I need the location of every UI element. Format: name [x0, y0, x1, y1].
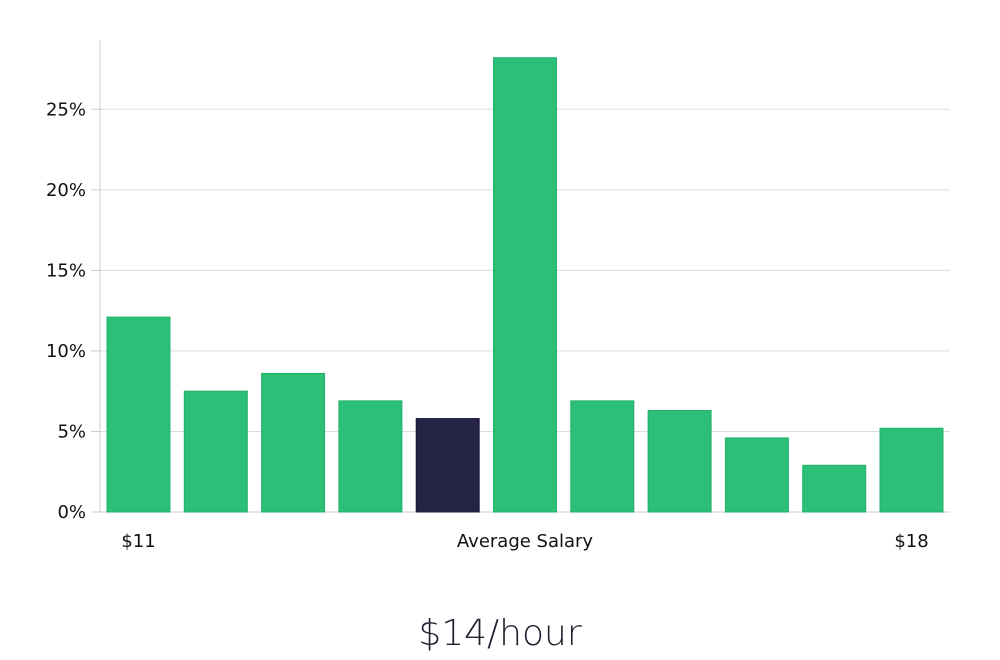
- average-salary-value: $14/hour: [418, 613, 582, 654]
- y-tick-label: 20%: [46, 180, 86, 201]
- y-tick-label: 10%: [46, 341, 86, 362]
- x-axis-label: $18: [894, 531, 928, 552]
- bar: [724, 437, 789, 513]
- y-tick-label: 5%: [57, 421, 86, 442]
- salary-histogram-chart: 0% 5% 10% 15% 20% 25% $11 Average Salary $18: [46, 40, 950, 552]
- bars: [106, 57, 944, 513]
- y-axis-tick-labels: 0% 5% 10% 15% 20% 25%: [46, 99, 86, 523]
- bar: [647, 410, 712, 513]
- x-axis-label: $11: [121, 531, 155, 552]
- bar: [802, 464, 867, 513]
- y-tick-label: 25%: [46, 99, 86, 120]
- bar: [338, 400, 403, 513]
- bar-average-salary: [415, 418, 480, 513]
- bar: [106, 316, 171, 513]
- bar: [261, 372, 326, 513]
- bar: [493, 57, 557, 513]
- x-axis-label: Average Salary: [457, 531, 594, 552]
- y-tick-label: 15%: [46, 260, 86, 281]
- bar: [183, 390, 248, 513]
- x-axis-labels: $11 Average Salary $18: [121, 531, 928, 552]
- y-tick-label: 0%: [57, 502, 86, 523]
- bar: [879, 427, 944, 513]
- bar: [570, 400, 635, 513]
